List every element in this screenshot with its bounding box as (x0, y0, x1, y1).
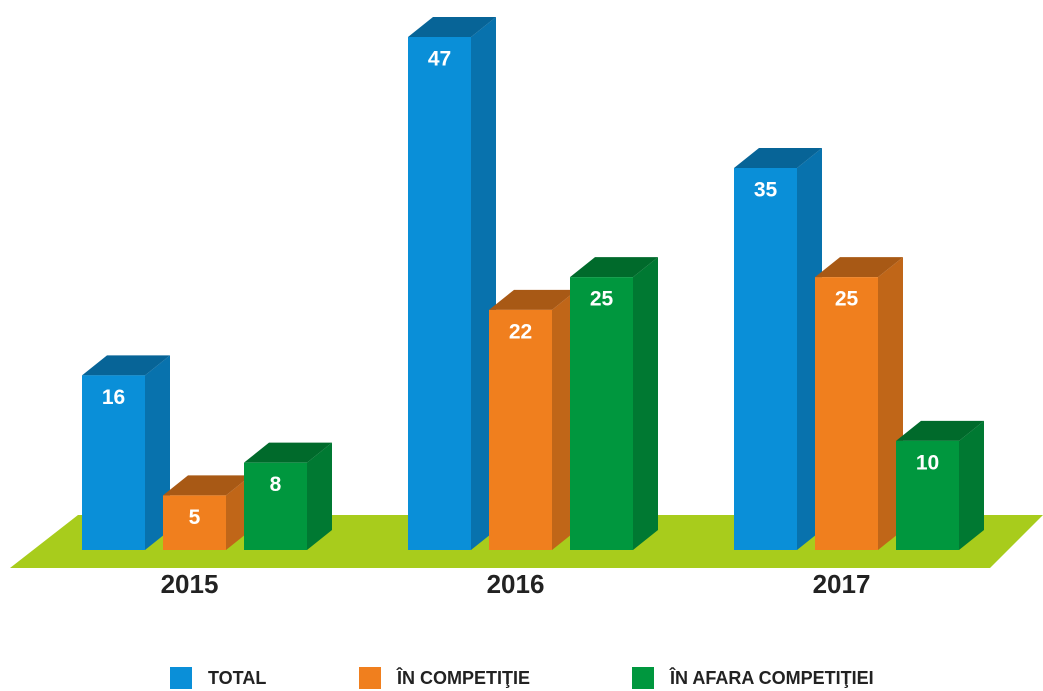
bar (815, 257, 903, 550)
bar (244, 442, 332, 550)
bar (163, 475, 251, 550)
x-tick-label: 2016 (487, 569, 545, 599)
bar-top (489, 289, 577, 310)
bar-side (307, 442, 332, 550)
bar-front (815, 277, 878, 550)
legend-label: TOTAL (208, 668, 266, 688)
data-label: 35 (754, 179, 778, 202)
bar-front (82, 375, 145, 550)
legend-swatch (632, 667, 654, 689)
x-tick-label: 2017 (813, 569, 871, 599)
bar-top (163, 475, 251, 496)
bar-front (489, 309, 552, 550)
data-label: 25 (835, 288, 859, 311)
bar (734, 147, 822, 550)
legend-swatch (170, 667, 192, 689)
bar (408, 17, 496, 550)
data-label: 5 (189, 506, 201, 529)
bar-side (633, 257, 658, 550)
bar-top (815, 257, 903, 278)
data-label: 10 (916, 451, 939, 474)
bar-front (734, 167, 797, 550)
x-tick-label: 2015 (161, 569, 219, 599)
bar-top (408, 17, 496, 37)
bar-side (959, 420, 984, 550)
bar-front (896, 440, 959, 550)
data-label: 25 (590, 288, 614, 311)
bar (570, 257, 658, 550)
bar-top (896, 420, 984, 441)
bar-front (163, 495, 226, 550)
legend-label: ÎN AFARA COMPETIŢIEI (669, 667, 874, 688)
bar-top (82, 355, 170, 376)
bar (82, 355, 170, 550)
data-label: 16 (102, 386, 125, 409)
legend-label: ÎN COMPETIŢIE (396, 667, 530, 688)
data-label: 47 (428, 48, 451, 71)
data-label: 22 (509, 320, 532, 343)
bar-front (244, 462, 307, 550)
bar-top (734, 147, 822, 168)
data-label: 8 (270, 473, 282, 496)
bar-front (408, 37, 471, 550)
bar-top (244, 442, 332, 463)
bar-top (570, 257, 658, 278)
legend-swatch (359, 667, 381, 689)
bar (489, 289, 577, 550)
bar (896, 420, 984, 550)
bar-front (570, 277, 633, 550)
